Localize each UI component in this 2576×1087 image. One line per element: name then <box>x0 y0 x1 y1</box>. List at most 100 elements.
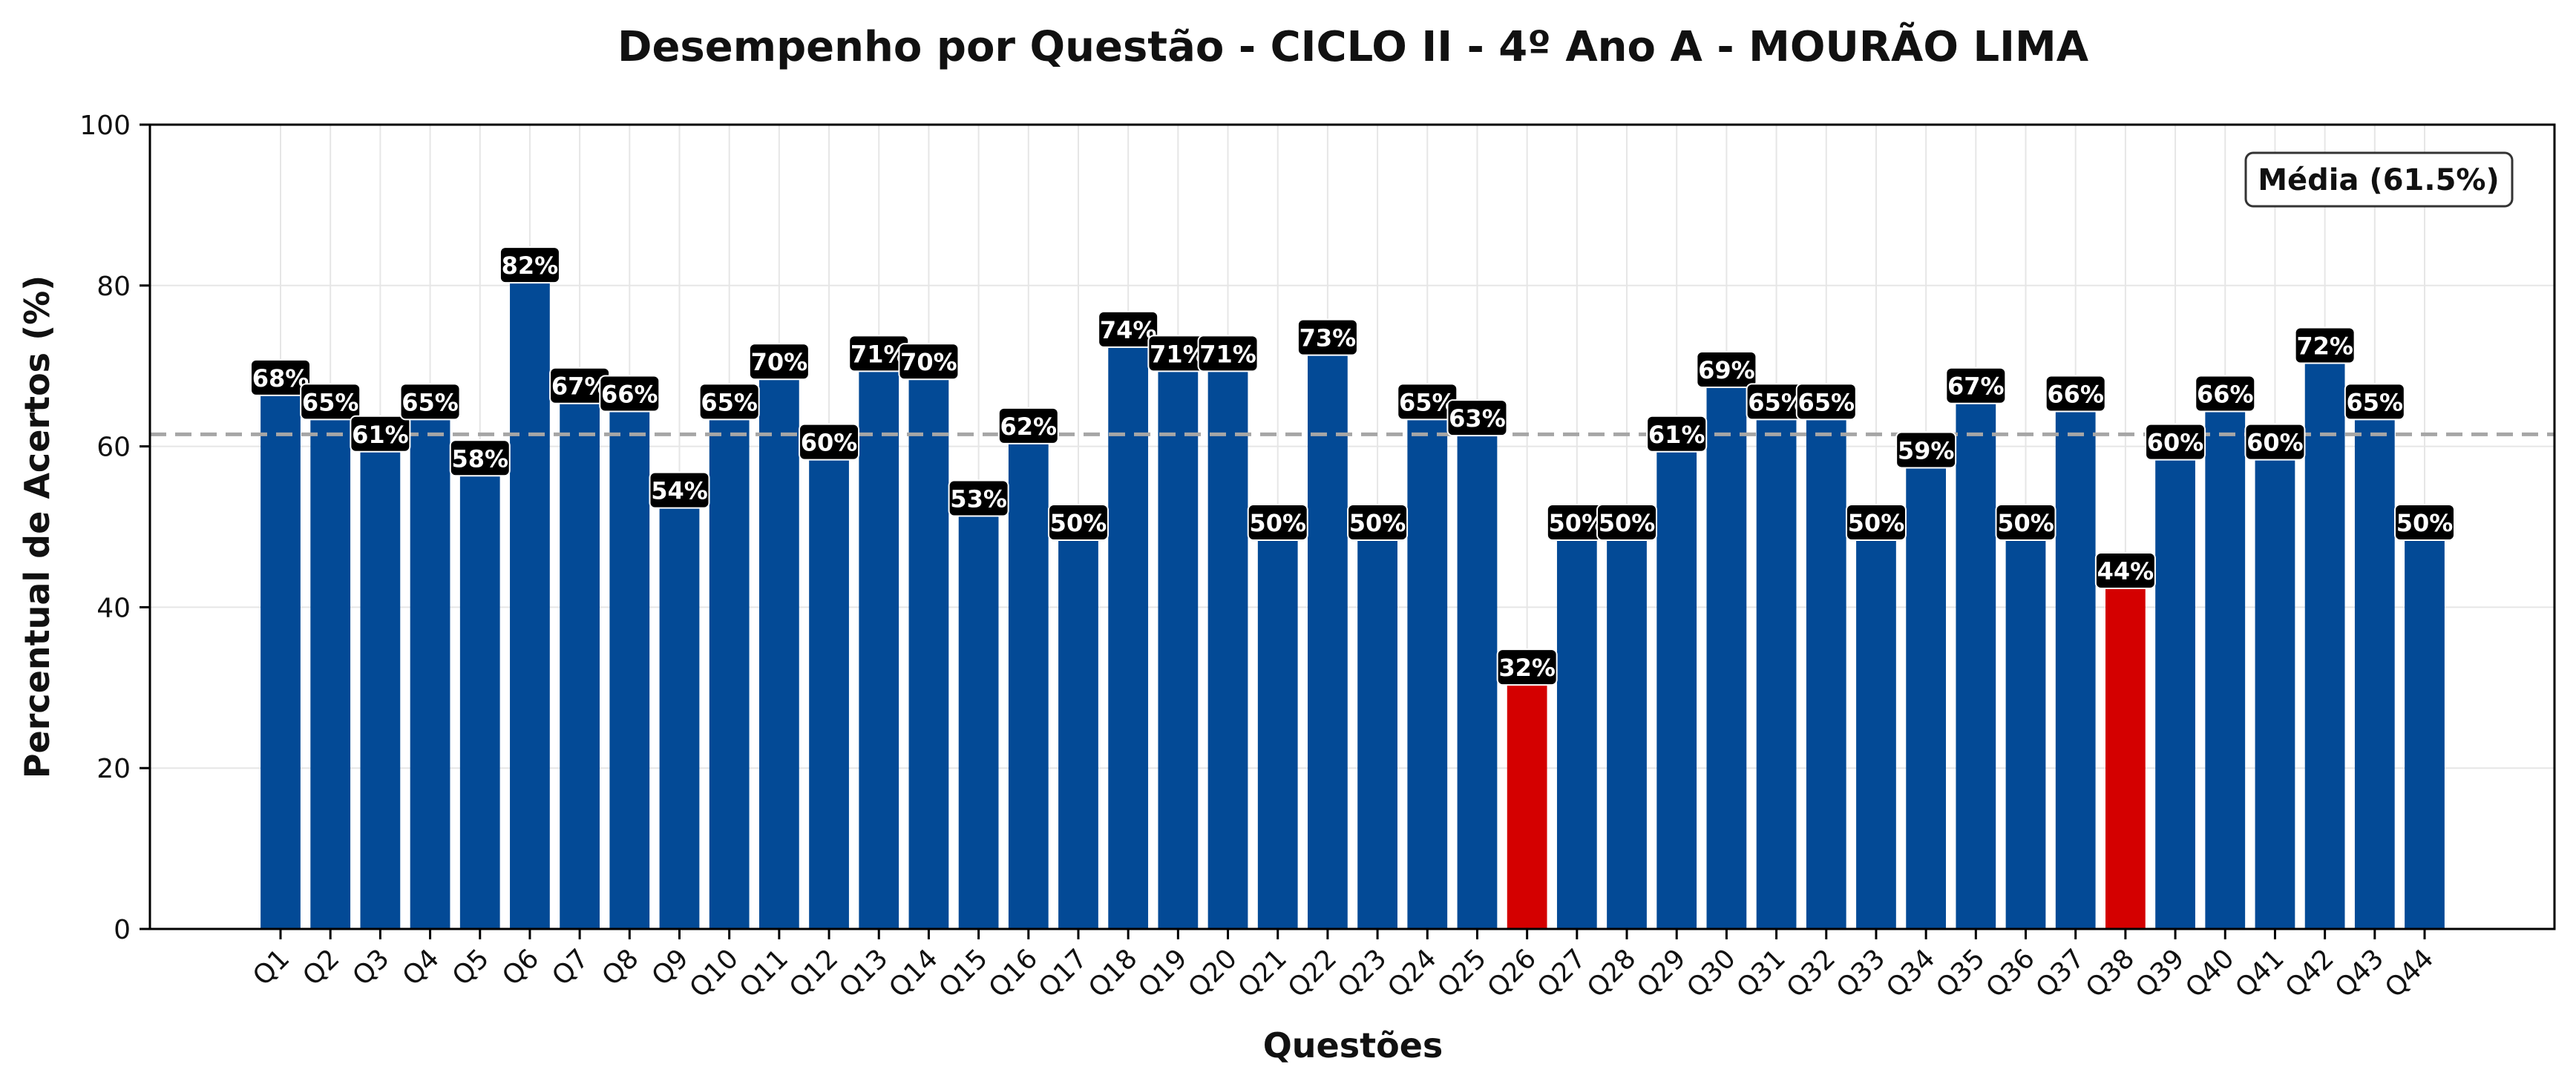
x-tick-label: Q1 <box>247 943 295 991</box>
x-tick-label: Q27 <box>1532 943 1592 1003</box>
data-label-q6: 82% <box>499 246 560 284</box>
data-label-q8: 66% <box>599 375 661 413</box>
data-label-box <box>948 479 1009 517</box>
x-tick-label: Q26 <box>1482 943 1542 1003</box>
data-label-text: 32% <box>1498 654 1556 682</box>
data-label-text: 61% <box>352 421 409 449</box>
data-label-box <box>1845 504 1907 541</box>
data-label-box <box>1098 310 1159 348</box>
x-tick-label: Q2 <box>297 943 345 991</box>
data-label-q25: 63% <box>1446 399 1508 437</box>
data-label-text: 65% <box>402 388 459 416</box>
data-labels-layer: 68%65%61%65%58%82%67%66%54%65%70%60%71%7… <box>250 246 2455 686</box>
data-label-q14: 70% <box>898 343 960 381</box>
bar-q25 <box>1457 422 1498 929</box>
data-label-box <box>1297 318 1358 356</box>
data-label-text: 65% <box>1399 388 1456 416</box>
x-tick-label: Q3 <box>347 943 396 991</box>
data-label-text: 60% <box>2246 429 2304 457</box>
data-label-q2: 65% <box>300 383 361 421</box>
bar-q20 <box>1207 358 1248 929</box>
data-label-box <box>799 423 860 461</box>
data-label-box <box>997 407 1059 444</box>
x-tick-label: Q12 <box>784 943 844 1003</box>
data-label-q22: 73% <box>1297 318 1358 356</box>
data-label-q37: 66% <box>2045 375 2106 413</box>
data-label-text: 50% <box>2396 509 2454 537</box>
legend-box <box>2244 151 2514 208</box>
data-label-text: 62% <box>1000 413 1057 441</box>
data-label-q38: 44% <box>2094 552 2156 590</box>
data-label-q33: 50% <box>1845 504 1907 541</box>
data-label-box <box>2094 552 2156 590</box>
bar-q28 <box>1607 527 1647 929</box>
data-label-q27: 50% <box>1546 504 1607 541</box>
x-tick-label: Q8 <box>596 943 644 991</box>
data-label-text: 66% <box>2197 381 2254 409</box>
x-tick-label: Q21 <box>1233 943 1293 1003</box>
x-tick-label: Q43 <box>2330 943 2390 1003</box>
data-label-box <box>1197 335 1259 372</box>
x-tick-label: Q24 <box>1382 943 1442 1003</box>
data-label-q11: 70% <box>748 343 810 381</box>
data-label-box <box>2294 326 2356 364</box>
chart-title: Desempenho por Questão - CICLO II - 4º A… <box>617 22 2089 71</box>
data-label-box <box>1347 504 1409 541</box>
x-tick-label: Q19 <box>1133 943 1193 1003</box>
data-label-box <box>449 439 511 477</box>
bar-q29 <box>1656 438 1697 929</box>
data-label-box <box>2344 383 2405 421</box>
x-tick-label: Q38 <box>2080 943 2140 1003</box>
data-label-box <box>1945 367 2007 404</box>
data-label-q36: 50% <box>1995 504 2056 541</box>
data-label-box <box>2244 423 2306 461</box>
data-label-q12: 60% <box>799 423 860 461</box>
bar-q33 <box>1856 527 1896 929</box>
data-label-q35: 67% <box>1945 367 2007 404</box>
bar-q42 <box>2304 349 2345 929</box>
data-label-text: 58% <box>451 444 508 473</box>
data-label-text: 60% <box>2147 429 2204 457</box>
bar-q17 <box>1058 527 1098 929</box>
bar-q15 <box>958 502 999 929</box>
data-label-q4: 65% <box>399 383 461 421</box>
bar-q31 <box>1756 406 1797 929</box>
x-tick-label: Q17 <box>1033 943 1093 1003</box>
bar-q1 <box>260 381 301 929</box>
x-tick-label: Q28 <box>1582 943 1642 1003</box>
data-label-box <box>599 375 661 413</box>
y-tick-label: 100 <box>79 111 131 141</box>
data-label-q17: 50% <box>1047 504 1109 541</box>
data-label-q24: 65% <box>1397 383 1458 421</box>
y-axis-label: Percentual de Acertos (%) <box>17 275 57 778</box>
data-label-text: 71% <box>1150 340 1207 368</box>
data-label-q42: 72% <box>2294 326 2356 364</box>
data-label-q43: 65% <box>2344 383 2405 421</box>
data-label-box <box>898 343 960 381</box>
data-label-box <box>2195 375 2256 413</box>
data-label-text: 67% <box>551 372 609 401</box>
data-label-q39: 60% <box>2145 423 2206 461</box>
x-tick-label: Q5 <box>447 943 495 991</box>
data-label-q44: 50% <box>2394 504 2455 541</box>
data-label-text: 65% <box>1748 388 1805 416</box>
x-tick-label: Q37 <box>2031 943 2091 1003</box>
data-label-q41: 60% <box>2244 423 2306 461</box>
bar-q14 <box>908 366 949 929</box>
x-tick-label: Q6 <box>496 943 545 991</box>
bar-q2 <box>310 406 351 929</box>
data-label-text: 73% <box>1300 324 1357 352</box>
data-label-box <box>300 383 361 421</box>
data-label-text: 68% <box>252 364 309 393</box>
bar-q23 <box>1357 527 1397 929</box>
bar-q3 <box>360 438 401 929</box>
data-label-box <box>2145 423 2206 461</box>
data-label-text: 65% <box>1797 388 1855 416</box>
data-label-text: 67% <box>1947 372 2005 401</box>
data-label-box <box>2394 504 2455 541</box>
bar-q5 <box>459 462 500 929</box>
x-tick-label: Q34 <box>1881 943 1941 1003</box>
data-label-q31: 65% <box>1746 383 1807 421</box>
